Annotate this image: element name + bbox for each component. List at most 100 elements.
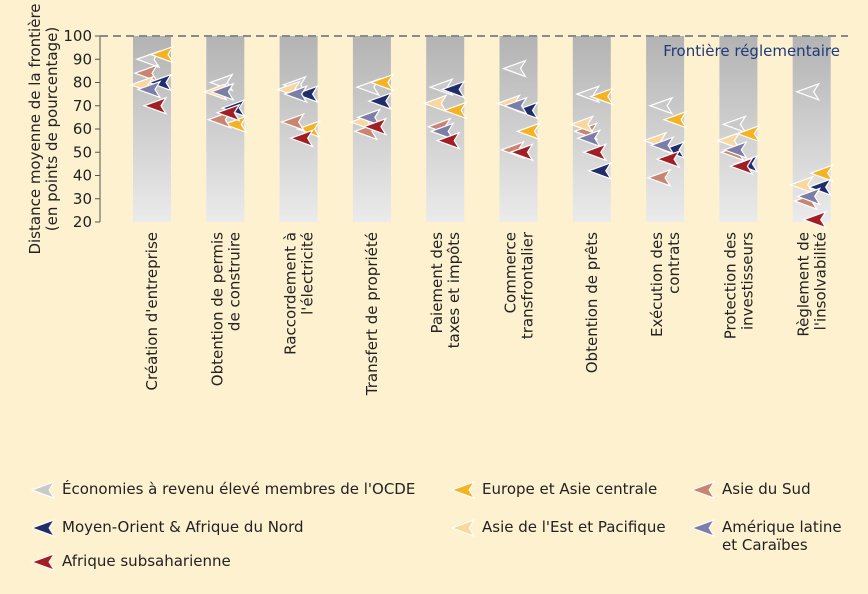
marker <box>362 117 388 136</box>
x-tick-label: Commercetransfrontalier <box>502 231 537 339</box>
x-tick-label-line: Règlement de <box>795 232 813 337</box>
x-tick-label-line: contrats <box>665 232 683 294</box>
legend-swatch <box>30 519 56 537</box>
legend-marker <box>450 481 476 499</box>
marker <box>422 94 448 113</box>
legend-marker <box>690 519 716 537</box>
y-tick-label: 60 <box>73 120 92 138</box>
marker <box>501 59 527 78</box>
marker <box>582 143 608 162</box>
legend-marker <box>30 481 56 499</box>
marker <box>293 84 320 104</box>
x-tick-label-line: Raccordement à <box>282 232 300 355</box>
y-axis-label: Distance moyenne de la frontière(en poin… <box>26 3 61 254</box>
marker <box>794 82 821 101</box>
x-tick-label-line: l'électricité <box>299 232 317 315</box>
marker <box>721 115 747 134</box>
x-tick-label: Règlement del'insolvabilité <box>795 232 830 337</box>
marker <box>587 161 613 181</box>
x-tick-label: Exécution descontrats <box>648 232 683 337</box>
legend-label: Moyen-Orient & Afrique du Nord <box>62 518 304 536</box>
marker <box>576 129 602 148</box>
chart: 20 30 40 50 60 70 80 90 100 Frontière réglementai… <box>26 3 848 396</box>
y-axis-label-line: (en points de pourcentage) <box>43 27 61 231</box>
x-tick-label-line: Commerce <box>502 232 520 313</box>
marker <box>222 115 248 134</box>
marker <box>142 96 168 115</box>
legend-item: Moyen-Orient & Afrique du Nord <box>30 518 304 537</box>
x-tick-label-line: Protection des <box>721 232 739 339</box>
legend-item: Économies à revenu élevé membres de l'OC… <box>30 480 415 499</box>
marker <box>429 122 455 141</box>
x-tick-label-line: Obtention de prêts <box>583 232 601 373</box>
marker <box>589 87 615 106</box>
marker <box>646 168 672 187</box>
y-tick-label: 20 <box>73 213 92 231</box>
legend-item: Amérique latine et Caraïbes <box>690 518 850 554</box>
y-tick-label: 40 <box>73 167 92 185</box>
legend-label: Asie de l'Est et Pacifique <box>482 518 666 536</box>
marker <box>295 119 322 139</box>
x-tick-label: Protection desinvestisseurs <box>721 232 756 339</box>
marker <box>279 112 306 132</box>
marker <box>282 84 309 104</box>
x-tick-label-line: Exécution des <box>648 232 666 337</box>
legend-marker <box>30 553 56 571</box>
marker <box>806 177 833 197</box>
y-axis-label-line: Distance moyenne de la frontière <box>26 3 44 254</box>
marker <box>367 91 393 111</box>
x-tick-label-line: Création d'entreprise <box>143 232 161 390</box>
marker <box>575 84 601 104</box>
marker <box>136 80 162 99</box>
x-tick-label: Création d'entreprise <box>143 232 161 390</box>
y-tick-label: 80 <box>73 74 92 92</box>
y-tick-label: 50 <box>73 143 92 161</box>
x-tick-label-line: Transfert de propriété <box>363 232 381 396</box>
x-tick-label-line: Paiement des <box>428 232 446 334</box>
marker <box>788 175 815 194</box>
marker <box>442 101 468 120</box>
legend-item: Asie de l'Est et Pacifique <box>450 518 666 537</box>
annotation: Frontière réglementaire <box>663 42 840 60</box>
legend-swatch <box>450 481 476 499</box>
marker <box>655 150 681 169</box>
legend-marker <box>690 481 716 499</box>
marker <box>288 129 315 148</box>
marker <box>149 45 175 64</box>
column <box>646 36 685 222</box>
legend-swatch <box>30 481 56 499</box>
y-tick-label: 100 <box>63 27 92 45</box>
marker <box>795 187 822 206</box>
legend-item: Europe et Asie centrale <box>450 480 657 499</box>
marker <box>722 140 748 160</box>
legend-marker <box>30 519 56 537</box>
y-tick-label: 70 <box>73 97 92 115</box>
legend-label: Asie du Sud <box>722 480 811 498</box>
y-tick-label: 90 <box>73 50 92 68</box>
x-tick-label-line: l'insolvabilité <box>812 232 830 330</box>
marker <box>513 101 539 120</box>
x-tick-label-line: de construire <box>225 232 243 331</box>
marker <box>648 96 674 115</box>
marker <box>569 115 595 134</box>
x-tick-label: Paiement destaxes et impôts <box>428 232 463 349</box>
legend: Économies à revenu élevé membres de l'OC… <box>30 480 860 580</box>
marker <box>649 136 675 155</box>
legend-marker <box>450 519 476 537</box>
marker <box>369 73 395 92</box>
x-tick-label-line: transfrontalier <box>519 231 537 339</box>
marker <box>356 108 382 127</box>
legend-swatch <box>690 519 716 537</box>
x-tick-label: Raccordement àl'électricité <box>282 232 317 355</box>
legend-item: Asie du Sud <box>690 480 850 499</box>
marker <box>515 122 541 141</box>
marker <box>215 103 241 122</box>
marker <box>808 164 835 183</box>
x-tick-label-line: Obtention de permis <box>208 232 226 386</box>
marker <box>502 96 528 115</box>
x-tick-label: Obtention de prêts <box>583 232 601 373</box>
legend-item: Afrique subsaharienne <box>30 552 231 571</box>
x-tick-label: Transfert de propriété <box>363 232 381 396</box>
y-tick-label: 30 <box>73 190 92 208</box>
marker <box>801 210 828 229</box>
